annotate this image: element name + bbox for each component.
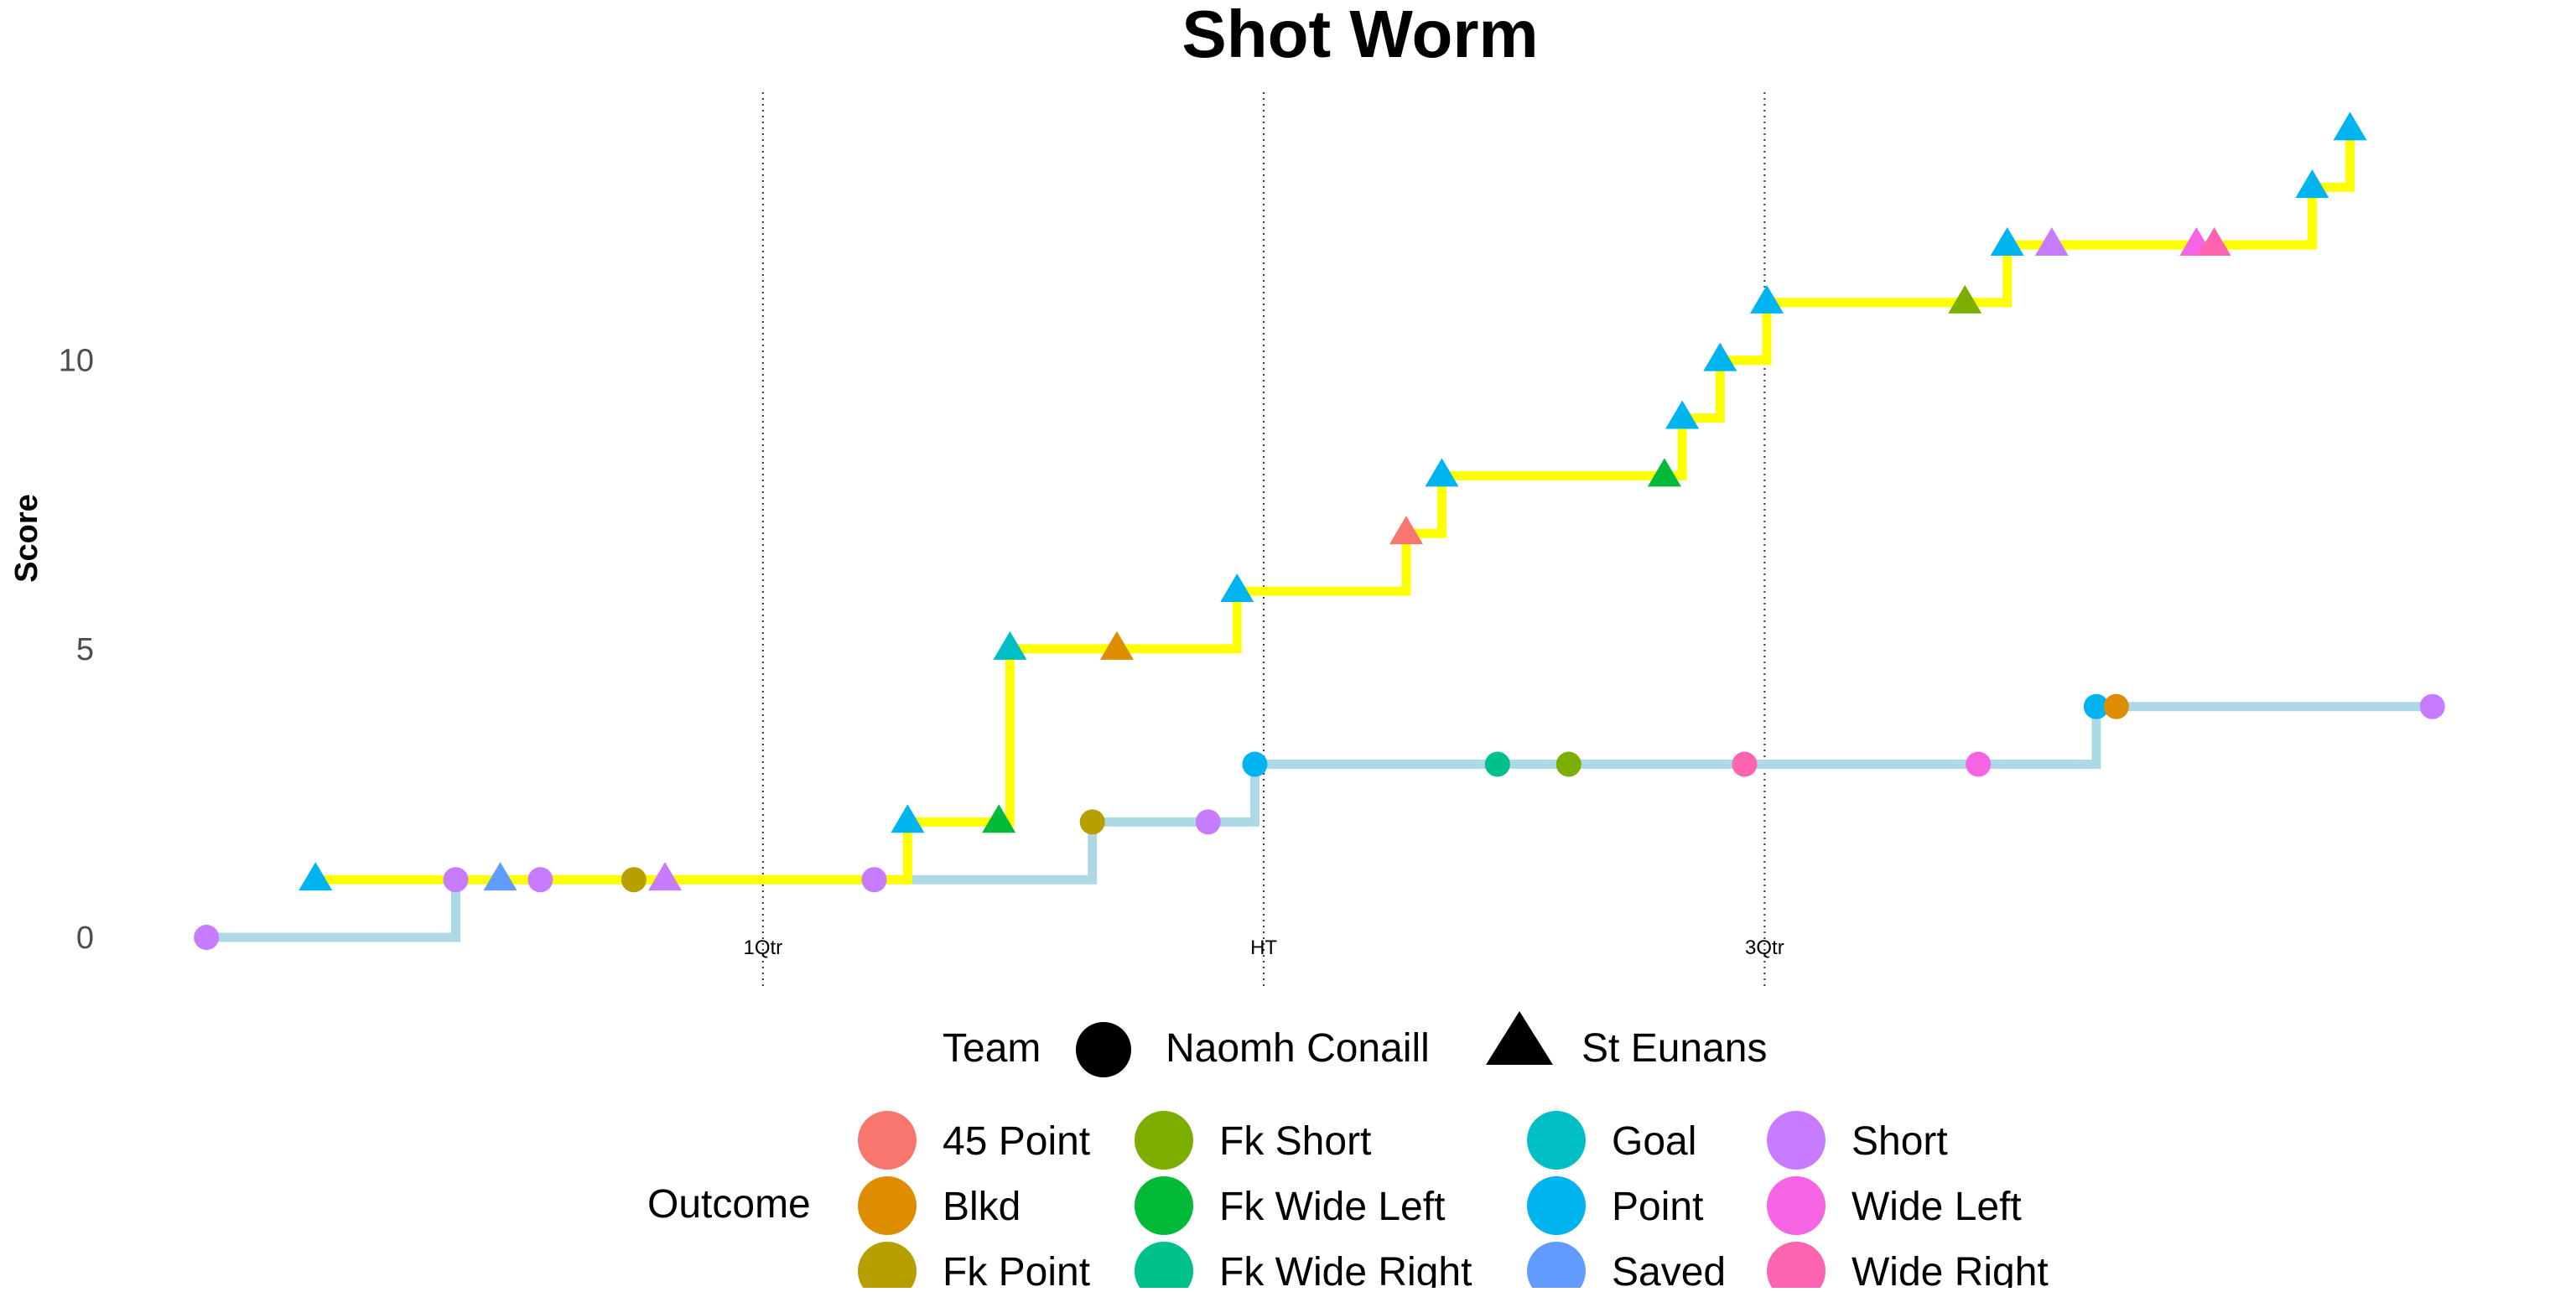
legend-outcome-key-icon [1767, 1242, 1826, 1292]
shot-marker-triangle [982, 804, 1016, 833]
shot-marker-triangle [1220, 573, 1254, 602]
shot-marker-circle [1484, 751, 1510, 777]
quarter-label: HT [1250, 937, 1277, 959]
legend-outcome-key-icon [858, 1111, 917, 1170]
shot-marker-circle [527, 867, 553, 893]
legend-team-label: Naomh Conaill [1166, 1026, 1430, 1071]
legend-outcome-key-icon [858, 1242, 917, 1292]
shot-marker-triangle [648, 862, 683, 891]
shot-marker-triangle [2295, 169, 2329, 199]
worm-line-naomh-conaill [206, 702, 2433, 942]
shot-marker-circle [1079, 809, 1105, 835]
shot-marker-triangle [993, 630, 1027, 660]
legend-outcome-key-icon [1527, 1111, 1586, 1170]
shot-marker-circle [1555, 751, 1581, 777]
legend-outcome-label: Fk Wide Right [1219, 1250, 1472, 1288]
shot-marker-triangle [2034, 226, 2069, 256]
legend-outcome-key-icon [1135, 1176, 1193, 1235]
legend-team-label: St Eunans [1581, 1026, 1767, 1071]
legend-outcome-key-icon [1767, 1111, 1826, 1170]
chart-title: Shot Worm [1182, 0, 1538, 71]
legend-outcome-label: Wide Right [1852, 1250, 2049, 1288]
shot-marker-triangle [1948, 284, 1982, 314]
legend-outcome-label: Goal [1612, 1119, 1696, 1164]
legend-outcome-label: Fk Short [1219, 1119, 1371, 1164]
shot-marker-triangle [1750, 284, 1784, 314]
legend-outcome-label: Saved [1612, 1250, 1726, 1288]
shot-marker-circle [2419, 693, 2445, 719]
legend-outcome-label: Fk Wide Left [1219, 1185, 1445, 1229]
legend-outcome-label: Point [1612, 1185, 1703, 1229]
legend-outcome-key-icon [1527, 1176, 1586, 1235]
shot-marker-circle [1732, 751, 1758, 777]
legend-outcome-label: Blkd [943, 1185, 1021, 1229]
shot-marker-circle [1966, 751, 1992, 777]
shot-marker-circle [621, 867, 647, 893]
y-axis-label: Score [9, 494, 44, 583]
legend-outcome-label: Wide Left [1852, 1185, 2022, 1229]
shot-marker-triangle [483, 862, 517, 891]
shot-marker-circle [1195, 809, 1221, 835]
legend-outcome-title: Outcome [647, 1182, 811, 1227]
shot-marker-triangle [2333, 112, 2367, 141]
quarter-label: 1Qtr [743, 937, 782, 959]
legend-outcome-key-icon [858, 1176, 917, 1235]
shot-marker-triangle [1703, 342, 1737, 371]
legend-outcome-label: Short [1852, 1119, 1948, 1164]
shot-marker-triangle [891, 804, 925, 833]
legend-team-title: Team [943, 1026, 1041, 1071]
shot-marker-circle [1242, 751, 1268, 777]
shot-marker-circle [2103, 693, 2129, 719]
shot-marker-circle [2083, 693, 2109, 719]
shot-marker-triangle [1389, 516, 1423, 545]
legend-outcome-key-icon [1135, 1242, 1193, 1292]
shot-marker-circle [443, 867, 469, 893]
shot-marker-triangle [1099, 630, 1134, 660]
shot-marker-triangle [299, 862, 333, 891]
shot-marker-triangle [1665, 400, 1700, 429]
shot-marker-triangle [2197, 226, 2231, 256]
legend-outcome-label: 45 Point [943, 1119, 1090, 1164]
shot-marker-triangle [1647, 458, 1681, 487]
shot-marker-circle [861, 867, 887, 893]
y-tick-label: 0 [76, 921, 94, 956]
legend-outcome-key-icon [1767, 1176, 1826, 1235]
legend-outcome-key-icon [1135, 1111, 1193, 1170]
y-tick-label: 5 [76, 632, 94, 667]
shot-marker-triangle [1425, 458, 1459, 487]
legend: Team Naomh Conaill St Eunans Outcome 45 Poin… [647, 1011, 2049, 1292]
y-tick-label: 10 [59, 344, 94, 379]
shot-marker-triangle [1990, 226, 2024, 256]
legend-team-triangle-icon [1486, 1011, 1553, 1065]
plot-area: 0 5 10 1Qtr HT 3Qtr [59, 92, 2445, 989]
legend-team-circle-icon [1076, 1022, 1131, 1077]
shot-marker-circle [194, 925, 220, 951]
legend-outcome-label: Fk Point [943, 1250, 1090, 1288]
legend-outcome-key-icon [1527, 1242, 1586, 1292]
quarter-label: 3Qtr [1745, 937, 1784, 959]
